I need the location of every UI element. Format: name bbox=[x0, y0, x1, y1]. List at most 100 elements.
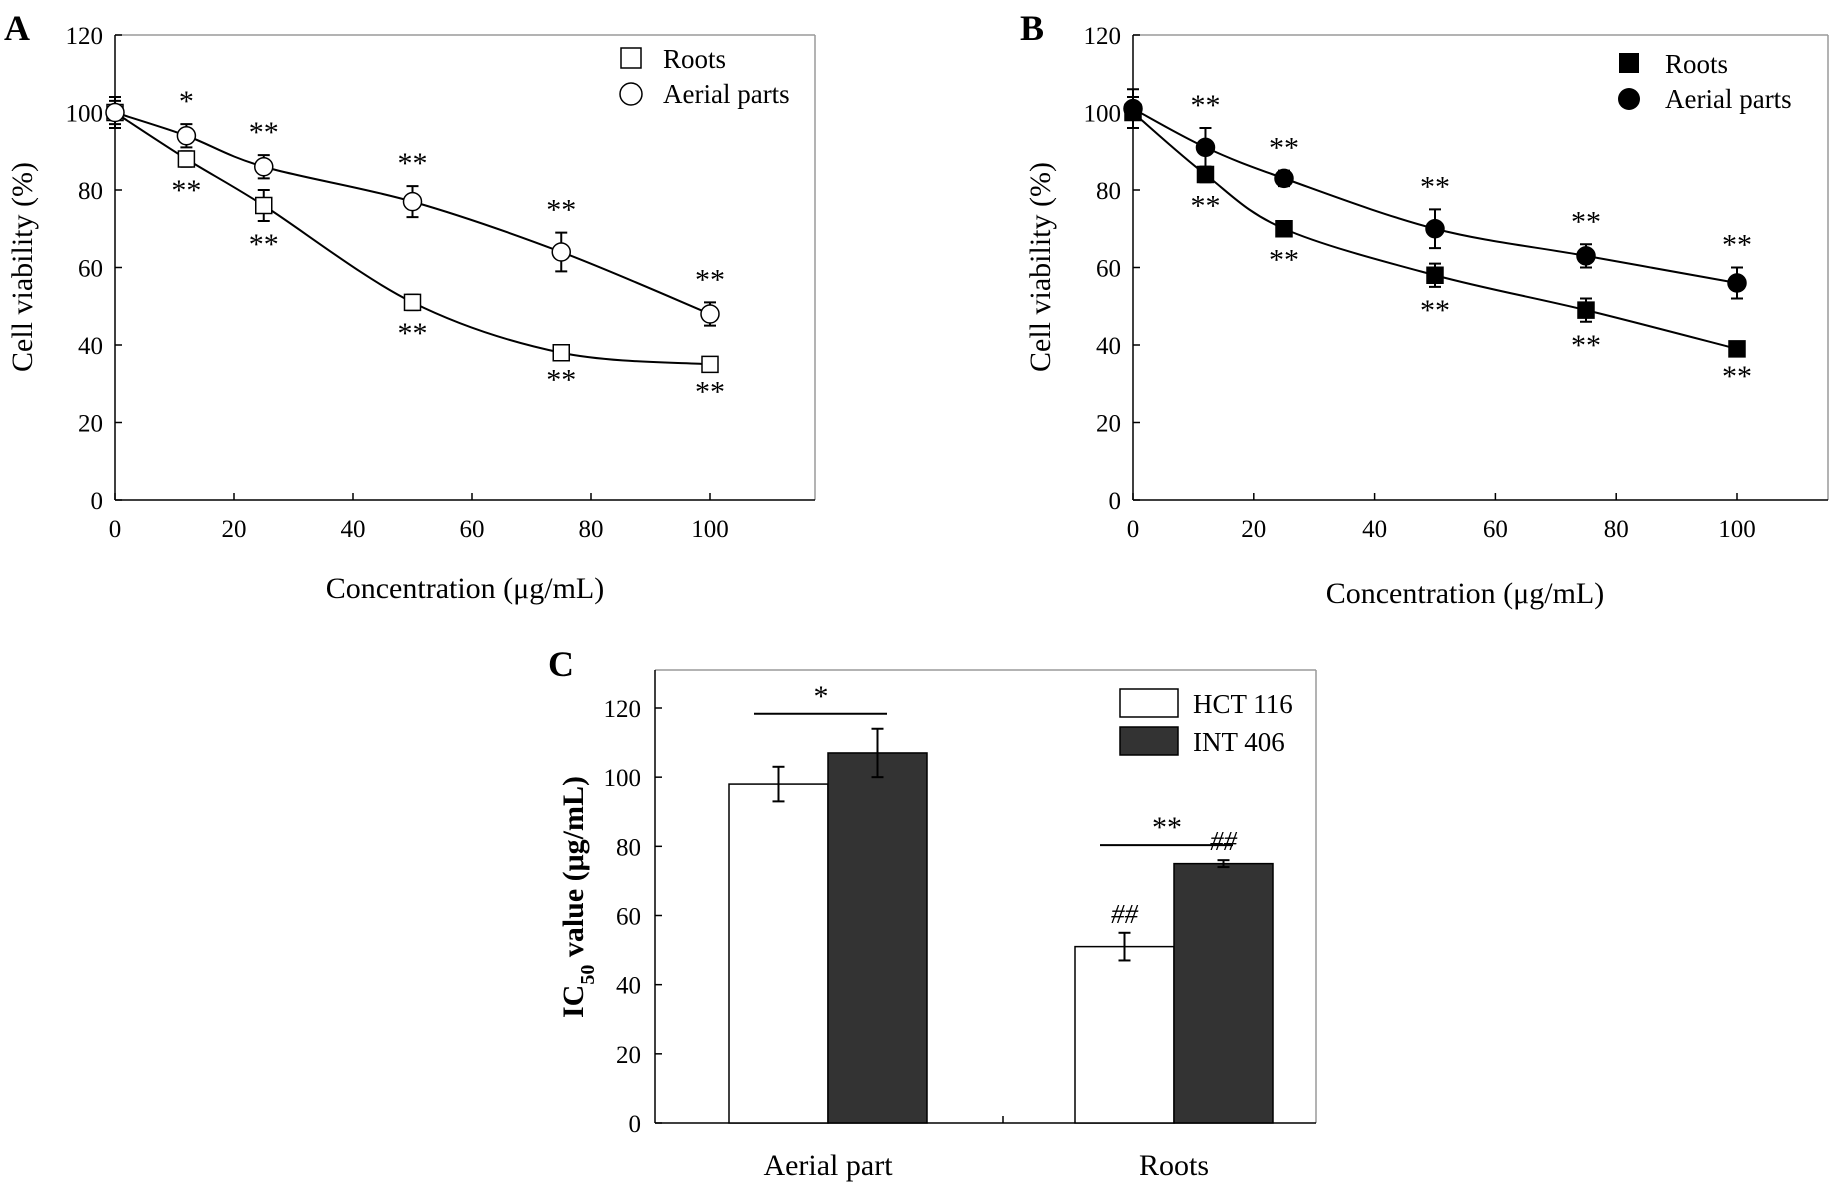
panel-a-legend-aerial: Aerial parts bbox=[663, 79, 790, 109]
y-tick-label: 80 bbox=[616, 834, 641, 861]
x-tick-label: 100 bbox=[1718, 516, 1756, 543]
x-tick-label: 80 bbox=[1604, 516, 1629, 543]
panel-b-ticks: 0 20 40 60 80 100 120 0 20 40 60 80 100 bbox=[1084, 23, 1756, 543]
significance-mark: ** bbox=[1190, 89, 1220, 122]
panel-b-legend: Roots Aerial parts bbox=[1618, 49, 1792, 114]
x-tick-label: 20 bbox=[1241, 516, 1266, 543]
significance-mark: ** bbox=[695, 263, 725, 296]
panel-c-legend-hct116: HCT 116 bbox=[1193, 689, 1293, 719]
panel-a-legend: Roots Aerial parts bbox=[619, 44, 790, 109]
y-tick-label: 0 bbox=[629, 1111, 642, 1138]
significance-mark: ** bbox=[398, 147, 428, 180]
significance-mark: ** bbox=[1571, 205, 1601, 238]
x-tick-label: 40 bbox=[341, 516, 366, 543]
data-point-square bbox=[1426, 266, 1444, 284]
bar bbox=[827, 752, 928, 1124]
significance-mark: * bbox=[814, 680, 829, 713]
data-point-square bbox=[403, 293, 422, 312]
y-tick-label: 0 bbox=[1109, 488, 1122, 515]
category-label: Aerial part bbox=[763, 1149, 893, 1182]
significance-mark: ** bbox=[546, 364, 576, 397]
legend-hct116-swatch bbox=[1119, 688, 1179, 718]
significance-mark: ** bbox=[695, 375, 725, 408]
legend-int406-swatch bbox=[1119, 726, 1179, 756]
data-point-circle bbox=[551, 242, 571, 262]
data-point-square bbox=[1577, 301, 1595, 319]
panel-a-y-title: Cell viability (%) bbox=[6, 162, 39, 372]
significance-mark: * bbox=[179, 85, 194, 118]
y-tick-label: 20 bbox=[1096, 411, 1121, 438]
y-tick-label: 100 bbox=[66, 101, 104, 128]
hash-mark: ## bbox=[1111, 899, 1139, 929]
x-tick-label: 100 bbox=[691, 516, 729, 543]
data-point-circle bbox=[1425, 219, 1445, 239]
panel-b-x-title: Concentration (μg/mL) bbox=[1326, 577, 1605, 610]
x-tick-label: 0 bbox=[1127, 516, 1140, 543]
panel-b-series: ** ** ** ** ** ** ** ** ** ** bbox=[1123, 88, 1752, 393]
panel-a-label: A bbox=[4, 8, 30, 48]
panel-c-bars: Aerial part * Roots ## ## ** bbox=[728, 680, 1274, 1182]
legend-open-square-icon bbox=[620, 47, 642, 69]
data-point-circle bbox=[402, 191, 423, 212]
significance-mark: ** bbox=[1571, 329, 1601, 362]
panel-c: C 0 20 40 60 80 100 120 Aerial part * Roots ## ## *… bbox=[548, 644, 1317, 1182]
significance-mark: ** bbox=[1420, 170, 1450, 203]
panel-a-ticks: 0 20 40 60 80 100 120 0 20 40 60 80 100 bbox=[66, 23, 729, 543]
significance-mark: ** bbox=[398, 317, 428, 350]
panel-c-y-title-ic: IC bbox=[557, 985, 590, 1018]
panel-c-y-title-rest: value (μg/mL) bbox=[557, 776, 590, 965]
significance-mark: ** bbox=[1722, 229, 1752, 262]
panel-b-y-title: Cell viability (%) bbox=[1024, 162, 1057, 372]
data-point-circle bbox=[1727, 273, 1747, 293]
data-point-circle bbox=[176, 126, 197, 146]
data-point-square bbox=[255, 196, 273, 215]
bar bbox=[1173, 862, 1274, 1124]
y-tick-label: 60 bbox=[1096, 256, 1121, 283]
data-point-square bbox=[1196, 165, 1215, 184]
y-tick-label: 100 bbox=[1084, 101, 1122, 128]
panel-c-label: C bbox=[548, 644, 574, 684]
panel-c-legend: HCT 116 INT 406 bbox=[1119, 688, 1293, 757]
panel-c-y-title-sub: 50 bbox=[577, 965, 599, 985]
significance-mark: ** bbox=[1152, 811, 1182, 844]
hash-mark: ## bbox=[1210, 826, 1238, 856]
data-point-square bbox=[1275, 220, 1293, 238]
panel-c-legend-int406: INT 406 bbox=[1193, 727, 1285, 757]
y-tick-label: 40 bbox=[78, 333, 103, 360]
panel-b-legend-roots: Roots bbox=[1665, 49, 1728, 79]
y-tick-label: 120 bbox=[1084, 23, 1122, 50]
x-tick-label: 60 bbox=[1483, 516, 1508, 543]
significance-mark: ** bbox=[1722, 360, 1752, 393]
panel-a-legend-roots: Roots bbox=[663, 44, 726, 74]
panel-a-x-title: Concentration (μg/mL) bbox=[326, 572, 605, 605]
x-tick-label: 80 bbox=[579, 516, 604, 543]
legend-open-circle-icon bbox=[619, 82, 643, 106]
data-point-square bbox=[701, 355, 719, 374]
x-tick-label: 20 bbox=[222, 516, 247, 543]
y-tick-label: 80 bbox=[1096, 178, 1121, 205]
legend-filled-circle-icon bbox=[1618, 88, 1640, 110]
significance-mark: ** bbox=[546, 194, 576, 227]
data-point-circle bbox=[254, 157, 274, 177]
significance-mark: ** bbox=[1420, 294, 1450, 327]
category-label: Roots bbox=[1139, 1149, 1209, 1182]
y-tick-label: 0 bbox=[91, 488, 104, 515]
y-tick-label: 40 bbox=[616, 973, 641, 1000]
panel-c-y-title: IC50 value (μg/mL) bbox=[557, 776, 599, 1018]
significance-mark: ** bbox=[1269, 132, 1299, 165]
significance-mark: ** bbox=[249, 116, 279, 149]
data-point-circle bbox=[105, 102, 125, 123]
significance-mark: ** bbox=[1269, 244, 1299, 277]
y-tick-label: 40 bbox=[1096, 333, 1121, 360]
bar bbox=[728, 783, 829, 1124]
panel-b-label: B bbox=[1020, 8, 1044, 48]
y-tick-label: 120 bbox=[604, 696, 642, 723]
significance-mark: ** bbox=[171, 174, 201, 207]
data-point-circle bbox=[700, 304, 720, 324]
x-tick-label: 0 bbox=[109, 516, 122, 543]
data-point-square bbox=[552, 344, 570, 362]
data-point-circle bbox=[1123, 98, 1143, 119]
